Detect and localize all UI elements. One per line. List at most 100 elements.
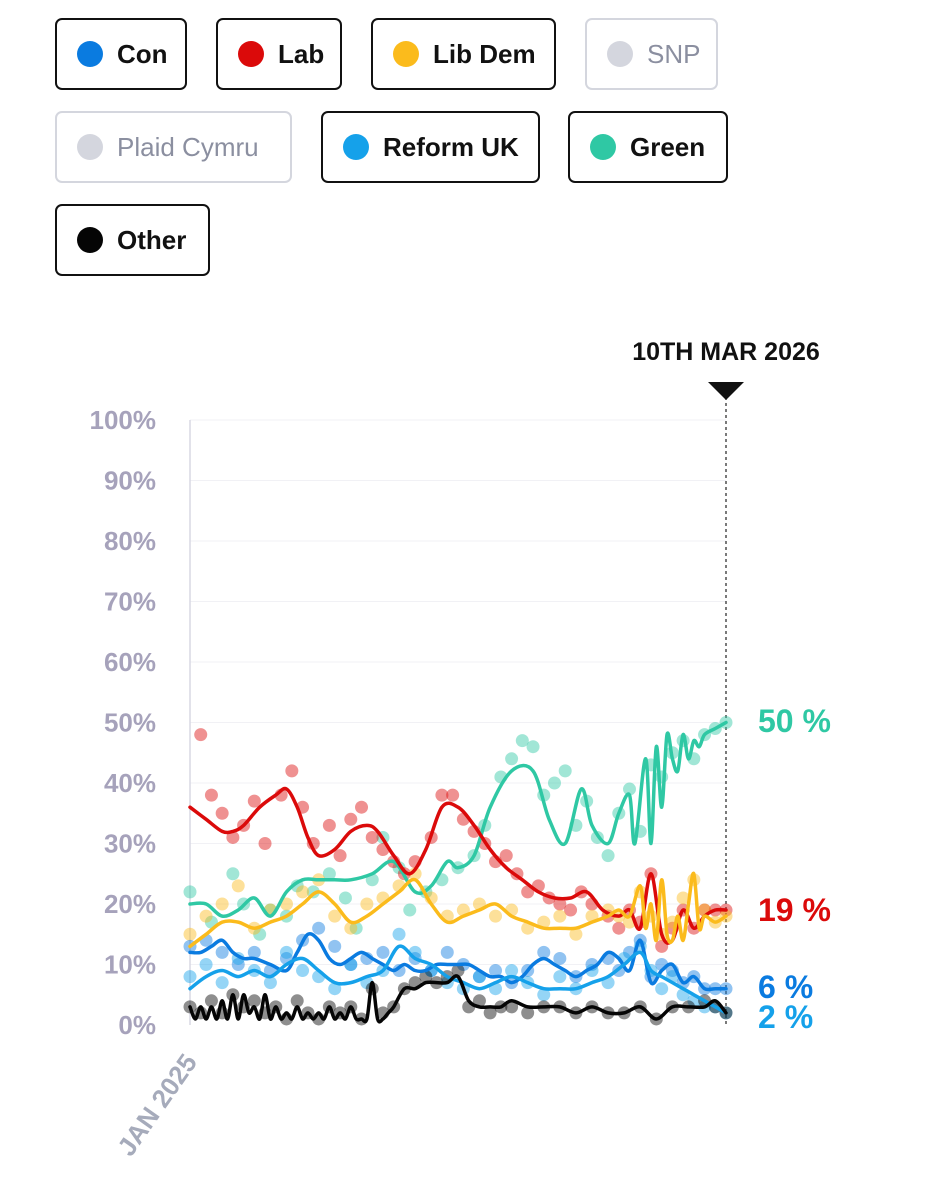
poll-point-reform-uk — [296, 964, 310, 978]
poll-point-con — [537, 945, 551, 959]
y-tick-label: 100% — [90, 405, 157, 435]
legend-dot-lib-dem — [393, 41, 419, 67]
poll-point-lab — [215, 806, 229, 820]
poll-point-reform-uk — [553, 970, 567, 984]
poll-point-green — [226, 867, 240, 881]
y-tick-label: 30% — [104, 829, 156, 859]
legend-label-reform-uk: Reform UK — [383, 131, 519, 162]
poll-point-reform-uk — [215, 976, 229, 990]
poll-point-con — [328, 939, 342, 953]
poll-point-lab — [333, 849, 347, 863]
legend-dot-green — [590, 134, 616, 160]
poll-point-lib-dem — [489, 909, 503, 923]
poll-point-green — [403, 903, 417, 917]
poll-point-reform-uk — [328, 982, 342, 996]
poll-point-con — [247, 945, 261, 959]
poll-point-reform-uk — [505, 964, 519, 978]
poll-point-lab — [322, 818, 336, 832]
end-label-extra: 2 % — [758, 999, 813, 1035]
poll-point-green — [558, 764, 572, 778]
poll-point-lab — [247, 794, 261, 808]
y-tick-label: 10% — [104, 950, 156, 980]
legend-toggle-other[interactable]: Other — [55, 204, 210, 276]
poll-point-lib-dem — [360, 897, 374, 911]
poll-point-lib-dem — [215, 897, 229, 911]
scatter-group-lab — [194, 728, 733, 953]
trend-line-other — [188, 974, 728, 1024]
poll-point-con — [215, 945, 229, 959]
legend-label-green: Green — [630, 131, 706, 162]
poll-point-lib-dem — [231, 879, 245, 893]
poll-point-green — [183, 885, 197, 899]
poll-point-green — [322, 867, 336, 881]
poll-point-lib-dem — [328, 909, 342, 923]
poll-point-lab — [564, 903, 578, 917]
poll-point-other — [483, 1006, 497, 1020]
poll-point-lib-dem — [296, 885, 310, 899]
poll-point-green — [547, 776, 561, 790]
poll-point-green — [338, 891, 352, 905]
poll-point-lib-dem — [344, 921, 358, 935]
poll-point-lib-dem — [676, 891, 690, 905]
poll-point-lab — [365, 830, 379, 844]
poll-point-green — [253, 927, 267, 941]
poll-point-reform-uk — [183, 970, 197, 984]
y-tick-label: 0% — [118, 1010, 156, 1040]
legend-toggle-lib-dem[interactable]: Lib Dem — [371, 18, 556, 90]
trend-line-green — [188, 720, 728, 918]
poll-point-lab — [435, 788, 449, 802]
poll-point-lab — [446, 788, 460, 802]
legend-label-plaid-cymru: Plaid Cymru — [117, 131, 259, 162]
trend-line-con — [188, 932, 728, 992]
poll-point-con — [376, 945, 390, 959]
poll-point-con — [392, 964, 406, 978]
poll-point-reform-uk — [279, 945, 293, 959]
poll-point-lab — [344, 812, 358, 826]
poll-point-lib-dem — [569, 927, 583, 941]
poll-point-reform-uk — [263, 976, 277, 990]
poll-point-green — [505, 752, 519, 766]
legend-toggle-snp[interactable]: SNP — [585, 18, 718, 90]
poll-point-con — [489, 964, 503, 978]
poll-point-other — [472, 994, 486, 1008]
poll-point-lab — [258, 837, 272, 850]
poll-point-green — [526, 740, 540, 754]
poll-point-lab — [194, 728, 208, 742]
legend-toggle-con[interactable]: Con — [55, 18, 187, 90]
legend-label-snp: SNP — [647, 38, 701, 69]
poll-point-other — [419, 970, 433, 984]
trend-line-reform-uk — [188, 944, 728, 1015]
poll-point-green — [349, 921, 363, 935]
poll-point-green — [623, 782, 637, 796]
y-tick-label: 80% — [104, 526, 156, 556]
end-label-extra: 6 % — [758, 969, 813, 1005]
current-date-marker — [708, 382, 744, 400]
legend-label-lab: Lab — [278, 38, 325, 69]
poll-point-other — [521, 1006, 535, 1020]
poll-point-lab — [355, 800, 369, 814]
poll-point-lab — [226, 830, 240, 844]
poll-point-lab — [285, 764, 299, 778]
legend-toggle-lab[interactable]: Lab — [216, 18, 342, 90]
legend-toggle-reform-uk[interactable]: Reform UK — [321, 111, 540, 183]
poll-point-reform-uk — [537, 988, 551, 1002]
poll-point-lib-dem — [553, 909, 567, 923]
poll-point-con — [231, 958, 245, 971]
poll-point-con — [312, 921, 326, 935]
legend-dot-reform-uk — [343, 134, 369, 160]
end-label-green: 50 % — [758, 703, 831, 739]
poll-point-reform-uk — [199, 958, 213, 971]
y-tick-label: 20% — [104, 889, 156, 919]
poll-point-other — [451, 964, 465, 978]
poll-point-green — [515, 734, 529, 748]
legend-label-con: Con — [117, 38, 168, 69]
poll-point-lib-dem — [199, 909, 213, 923]
end-label-lab: 19 % — [758, 892, 831, 928]
legend-dot-con — [77, 41, 103, 67]
y-tick-label: 90% — [104, 466, 156, 496]
legend-toggle-plaid-cymru[interactable]: Plaid Cymru — [55, 111, 292, 183]
legend-toggle-green[interactable]: Green — [568, 111, 728, 183]
y-tick-label: 40% — [104, 768, 156, 798]
poll-point-reform-uk — [655, 982, 669, 996]
